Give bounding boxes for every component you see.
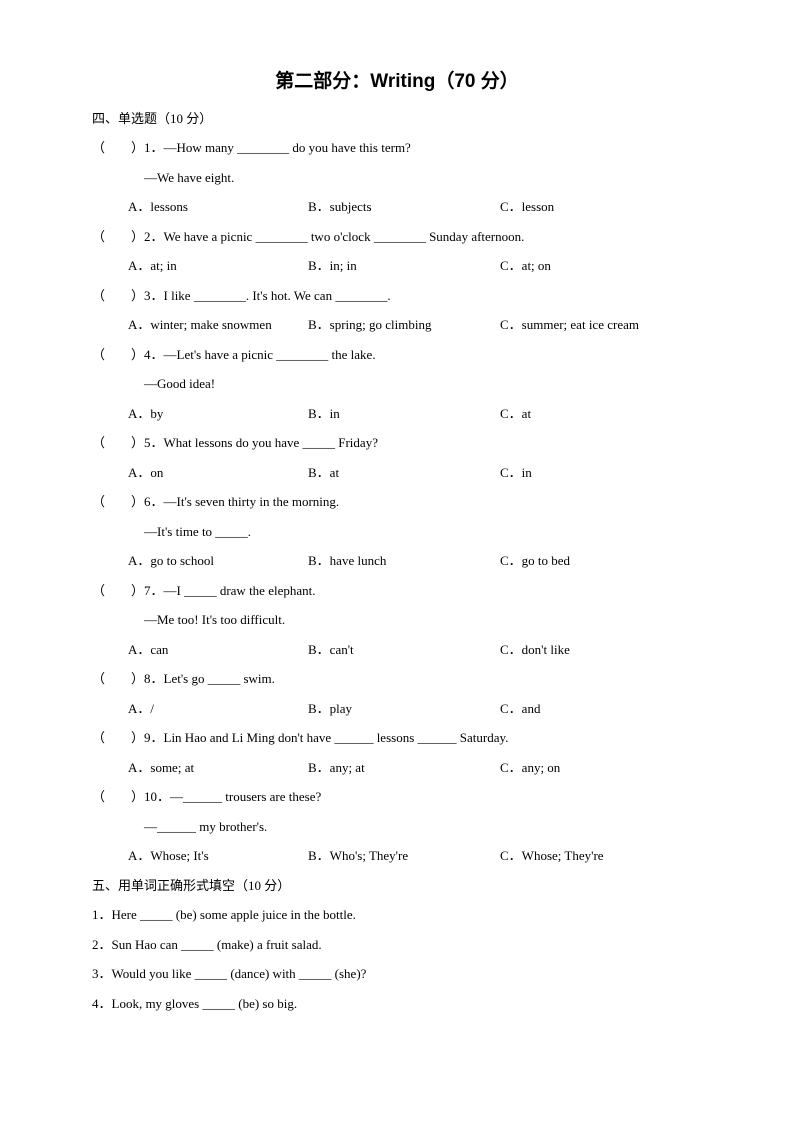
question-stem: （ ）6．—It's seven thirty in the morning. <box>92 492 702 512</box>
option-c: C．don't like <box>500 640 570 660</box>
option-c: C．any; on <box>500 758 560 778</box>
options-row: A．go to schoolB．have lunchC．go to bed <box>92 551 702 571</box>
question-stem: （ ）4．—Let's have a picnic ________ the l… <box>92 345 702 365</box>
options-row: A．winter; make snowmenB．spring; go climb… <box>92 315 702 335</box>
question-stem: （ ）8．Let's go _____ swim. <box>92 669 702 689</box>
question-stem: （ ）2．We have a picnic ________ two o'clo… <box>92 227 702 247</box>
option-c: C．Whose; They're <box>500 846 604 866</box>
question-stem: （ ）3．I like ________. It's hot. We can _… <box>92 286 702 306</box>
question-stem: （ ）5．What lessons do you have _____ Frid… <box>92 433 702 453</box>
option-c: C．go to bed <box>500 551 570 571</box>
question: （ ）4．—Let's have a picnic ________ the l… <box>92 345 702 424</box>
options-row: A．/B．playC．and <box>92 699 702 719</box>
option-c: C．lesson <box>500 197 554 217</box>
question: （ ）5．What lessons do you have _____ Frid… <box>92 433 702 482</box>
option-a: A．winter; make snowmen <box>128 315 308 335</box>
option-a: A．some; at <box>128 758 308 778</box>
option-b: B．can't <box>308 640 500 660</box>
options-row: A．canB．can'tC．don't like <box>92 640 702 660</box>
option-c: C．at; on <box>500 256 551 276</box>
fill-item: 2．Sun Hao can _____ (make) a fruit salad… <box>92 935 702 955</box>
question: （ ）3．I like ________. It's hot. We can _… <box>92 286 702 335</box>
option-c: C．in <box>500 463 532 483</box>
option-b: B．in; in <box>308 256 500 276</box>
option-a: A．go to school <box>128 551 308 571</box>
option-a: A．Whose; It's <box>128 846 308 866</box>
question-stem: （ ）1．—How many ________ do you have this… <box>92 138 702 158</box>
question-stem-line2: —Me too! It's too difficult. <box>92 610 702 630</box>
question: （ ）2．We have a picnic ________ two o'clo… <box>92 227 702 276</box>
option-a: A．lessons <box>128 197 308 217</box>
section5-items: 1．Here _____ (be) some apple juice in th… <box>92 905 702 1013</box>
section4-questions: （ ）1．—How many ________ do you have this… <box>92 138 702 866</box>
question: （ ）10．—______ trousers are these? —______… <box>92 787 702 866</box>
question: （ ）7．—I _____ draw the elephant. —Me too!… <box>92 581 702 660</box>
section4-heading: 四、单选题（10 分） <box>92 109 702 129</box>
question-stem-line2: —______ my brother's. <box>92 817 702 837</box>
question-stem-line2: —We have eight. <box>92 168 702 188</box>
options-row: A．onB．atC．in <box>92 463 702 483</box>
options-row: A．Whose; It'sB．Who's; They'reC．Whose; Th… <box>92 846 702 866</box>
option-a: A．on <box>128 463 308 483</box>
option-b: B．play <box>308 699 500 719</box>
option-b: B．Who's; They're <box>308 846 500 866</box>
question: （ ）8．Let's go _____ swim. A．/B．playC．and <box>92 669 702 718</box>
option-c: C．summer; eat ice cream <box>500 315 639 335</box>
options-row: A．lessonsB．subjectsC．lesson <box>92 197 702 217</box>
fill-item: 4．Look, my gloves _____ (be) so big. <box>92 994 702 1014</box>
question-stem-line2: —It's time to _____. <box>92 522 702 542</box>
option-c: C．and <box>500 699 540 719</box>
question: （ ）9．Lin Hao and Li Ming don't have ____… <box>92 728 702 777</box>
option-b: B．in <box>308 404 500 424</box>
question-stem: （ ）10．—______ trousers are these? <box>92 787 702 807</box>
option-a: A．at; in <box>128 256 308 276</box>
section5-heading: 五、用单词正确形式填空（10 分） <box>92 876 702 896</box>
question-stem: （ ）9．Lin Hao and Li Ming don't have ____… <box>92 728 702 748</box>
option-b: B．at <box>308 463 500 483</box>
option-a: A．can <box>128 640 308 660</box>
options-row: A．at; inB．in; inC．at; on <box>92 256 702 276</box>
option-a: A．/ <box>128 699 308 719</box>
fill-item: 3．Would you like _____ (dance) with ____… <box>92 964 702 984</box>
question-stem: （ ）7．—I _____ draw the elephant. <box>92 581 702 601</box>
option-b: B．any; at <box>308 758 500 778</box>
option-b: B．have lunch <box>308 551 500 571</box>
page-title: 第二部分：Writing（70 分） <box>92 68 702 97</box>
question: （ ）1．—How many ________ do you have this… <box>92 138 702 217</box>
question: （ ）6．—It's seven thirty in the morning. —… <box>92 492 702 571</box>
fill-item: 1．Here _____ (be) some apple juice in th… <box>92 905 702 925</box>
options-row: A．some; atB．any; atC．any; on <box>92 758 702 778</box>
option-b: B．subjects <box>308 197 500 217</box>
question-stem-line2: —Good idea! <box>92 374 702 394</box>
option-b: B．spring; go climbing <box>308 315 500 335</box>
option-a: A．by <box>128 404 308 424</box>
options-row: A．byB．inC．at <box>92 404 702 424</box>
option-c: C．at <box>500 404 531 424</box>
